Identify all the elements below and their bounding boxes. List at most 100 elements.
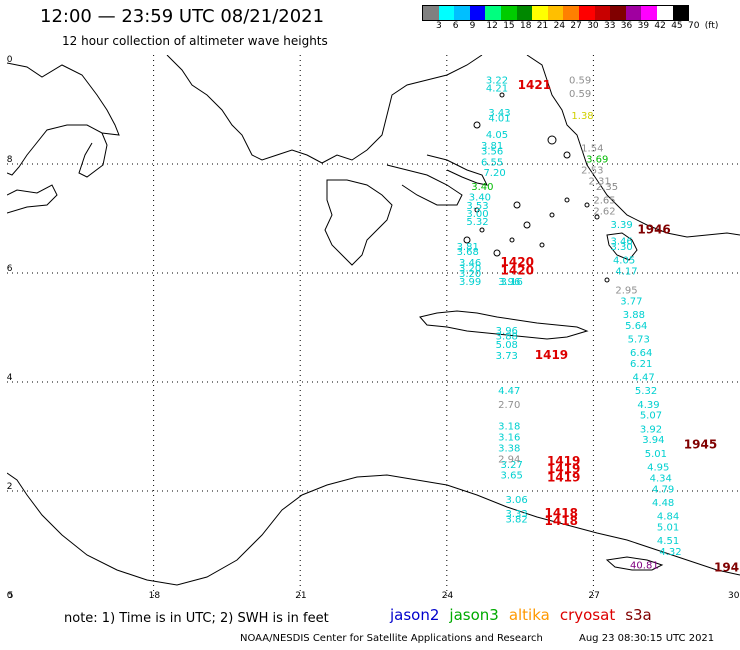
wave-height-value: 4.39: [637, 400, 659, 411]
legend-label: 6: [452, 21, 459, 31]
wave-height-value: 4.32: [659, 547, 681, 558]
wave-height-value: 4.05: [486, 130, 508, 141]
pass-number: 1419: [547, 470, 580, 484]
graticule: [7, 55, 740, 600]
legend-label: 9: [469, 21, 476, 31]
map-subtitle: 12 hour collection of altimeter wave hei…: [62, 34, 328, 48]
wave-height-value: 3.39: [611, 220, 633, 231]
pass-number: 1420: [501, 255, 534, 269]
wave-height-value: 4.95: [647, 462, 669, 473]
wave-height-value: 0.59: [569, 89, 591, 100]
wave-height-value: 3.46: [611, 236, 633, 247]
wave-height-value: 6.21: [630, 359, 652, 370]
rhodes-coastline: [606, 232, 638, 261]
legend-swatch: [485, 6, 501, 20]
island: [479, 227, 485, 233]
legend-label: 12: [486, 21, 498, 31]
turkey-coastline: [526, 54, 740, 238]
longitude-label: 18: [149, 591, 161, 600]
wave-height-value: 5.07: [640, 411, 662, 422]
sicily-coastline: [6, 184, 58, 214]
wave-height-value: 4.47: [632, 373, 654, 384]
legend-swatch: [594, 6, 611, 20]
island: [604, 277, 610, 283]
wave-height-value: 4.01: [488, 114, 510, 125]
footnote: note: 1) Time is in UTC; 2) SWH is in fe…: [64, 611, 329, 626]
attica-coastline: [386, 164, 463, 206]
wave-height-value: 2.31: [589, 176, 611, 187]
latitude-label: 36: [7, 264, 13, 274]
wave-height-value: 2.35: [596, 182, 618, 193]
wave-height-value: 2.53: [581, 165, 603, 176]
wave-height-value: 3.18: [498, 422, 520, 433]
wave-height-value: 4.47: [498, 386, 520, 397]
legend-swatch: [563, 6, 579, 20]
pass-number: 1418: [545, 514, 578, 528]
wave-height-value: 40.81: [630, 561, 659, 572]
mission-legend: jason2 jason3 altika cryosat s3a: [390, 606, 662, 624]
wave-height-value: 0.59: [569, 76, 591, 87]
legend-swatch: [547, 6, 564, 20]
wave-height-value: 5.32: [635, 386, 657, 397]
libya-egypt-coastline: [6, 472, 740, 586]
calabria-coastline: [78, 132, 108, 178]
legend-swatch: [641, 6, 657, 20]
wave-height-value: 3.96: [496, 326, 518, 337]
island: [509, 237, 515, 243]
wave-height-value: 3.27: [501, 460, 523, 471]
wave-height-value: 3.96: [498, 277, 520, 288]
euboea-coastline: [426, 154, 488, 186]
cyprus-coastline: [605, 556, 664, 571]
wave-height-value: 3.81: [457, 242, 479, 253]
wave-height-value: 4.48: [652, 498, 674, 509]
island: [493, 249, 501, 257]
wave-height-value: 5.73: [628, 334, 650, 345]
wave-height-value: 2.65: [593, 195, 615, 206]
color-legend-bar: [422, 5, 690, 21]
coastlines: [6, 54, 740, 586]
longitude-label: 27: [588, 591, 599, 600]
wave-height-value: 2.62: [593, 206, 615, 217]
mission-jason2: jason2: [390, 606, 440, 624]
italy-coastline: [6, 62, 120, 176]
legend-swatch: [672, 6, 689, 20]
legend-swatch: [500, 6, 517, 20]
wave-height-value: 3.20: [459, 269, 481, 280]
legend-swatch: [532, 6, 548, 20]
wave-height-value: 3.68: [457, 247, 479, 258]
balkan-coastline: [166, 54, 483, 164]
legend-swatch: [610, 6, 626, 20]
wave-height-value: 3.69: [586, 155, 608, 166]
pass-number: 1419: [535, 348, 568, 362]
wave-height-value: 3.00: [466, 209, 488, 220]
pass-numbers: 1421142014201419141914191419141814181945…: [501, 78, 740, 574]
legend-label: 15: [503, 21, 515, 31]
latitude-label: 34: [7, 373, 13, 383]
wave-height-value: 3.16: [501, 277, 523, 288]
wave-height-value: 3.38: [498, 443, 520, 454]
wave-height-value: 3.22: [486, 76, 508, 87]
legend-label: 42: [654, 21, 666, 31]
longitude-label: 21: [295, 591, 306, 600]
wave-height-value: 4.51: [657, 536, 679, 547]
pass-number: 1421: [518, 78, 551, 92]
island: [564, 197, 570, 203]
pass-number: 1945: [684, 438, 717, 452]
pass-number: 194: [714, 560, 739, 574]
wave-height-value: 4.17: [615, 266, 637, 277]
pass-number: 1419: [547, 462, 580, 476]
latitude-label: 38: [7, 155, 13, 165]
legend-label: (ft): [704, 21, 719, 31]
peloponnese-coastline: [324, 179, 393, 266]
longitude-label: 24: [442, 591, 454, 600]
wave-height-value: 3.81: [481, 141, 503, 152]
latitude-label: 32: [7, 482, 12, 492]
wave-height-value: 3.73: [496, 351, 518, 362]
wave-height-value: 5.64: [625, 321, 647, 332]
longitude-label: 15: [7, 591, 13, 600]
wave-height-value: 2.94: [498, 454, 520, 465]
wave-height-value: 3.53: [466, 201, 488, 212]
longitude-label: 30: [728, 591, 740, 600]
latitude-label: 30: [7, 591, 13, 600]
wave-height-value: 5.32: [466, 217, 488, 228]
